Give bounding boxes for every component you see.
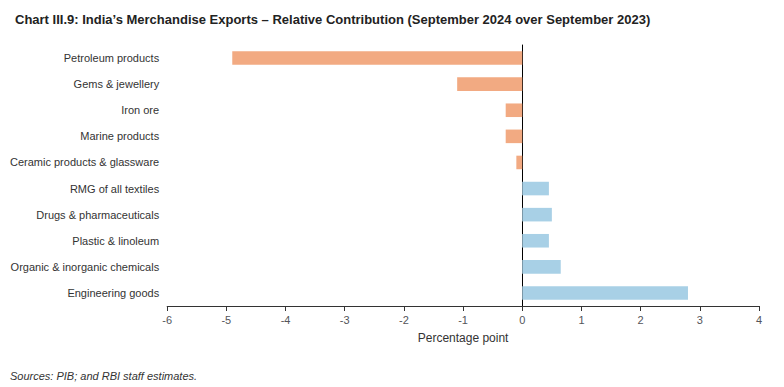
svg-text:-4: -4 bbox=[281, 314, 291, 326]
svg-text:2: 2 bbox=[638, 314, 644, 326]
svg-text:RMG of all textiles: RMG of all textiles bbox=[70, 183, 160, 195]
svg-text:Engineering goods: Engineering goods bbox=[67, 287, 159, 299]
svg-text:Drugs & pharmaceuticals: Drugs & pharmaceuticals bbox=[36, 209, 159, 221]
svg-text:1: 1 bbox=[578, 314, 584, 326]
svg-text:4: 4 bbox=[756, 314, 762, 326]
svg-text:-5: -5 bbox=[221, 314, 231, 326]
svg-text:-1: -1 bbox=[458, 314, 468, 326]
svg-text:Marine products: Marine products bbox=[80, 130, 159, 142]
svg-text:Ceramic products & glassware: Ceramic products & glassware bbox=[10, 156, 159, 168]
svg-text:Chart III.9: India’s Merchandi: Chart III.9: India’s Merchandise Exports… bbox=[15, 12, 650, 27]
svg-text:0: 0 bbox=[519, 314, 525, 326]
svg-text:-6: -6 bbox=[162, 314, 172, 326]
svg-text:Sources: PIB; and RBI staff es: Sources: PIB; and RBI staff estimates. bbox=[10, 370, 197, 382]
svg-text:Iron ore: Iron ore bbox=[121, 104, 159, 116]
svg-text:Gems & jewellery: Gems & jewellery bbox=[74, 78, 160, 90]
svg-text:-3: -3 bbox=[340, 314, 350, 326]
svg-text:Organic & inorganic chemicals: Organic & inorganic chemicals bbox=[11, 261, 160, 273]
svg-text:3: 3 bbox=[697, 314, 703, 326]
svg-text:-2: -2 bbox=[399, 314, 409, 326]
svg-text:Plastic & linoleum: Plastic & linoleum bbox=[72, 235, 159, 247]
svg-text:Petroleum products: Petroleum products bbox=[64, 52, 160, 64]
svg-text:Percentage point: Percentage point bbox=[418, 331, 509, 345]
